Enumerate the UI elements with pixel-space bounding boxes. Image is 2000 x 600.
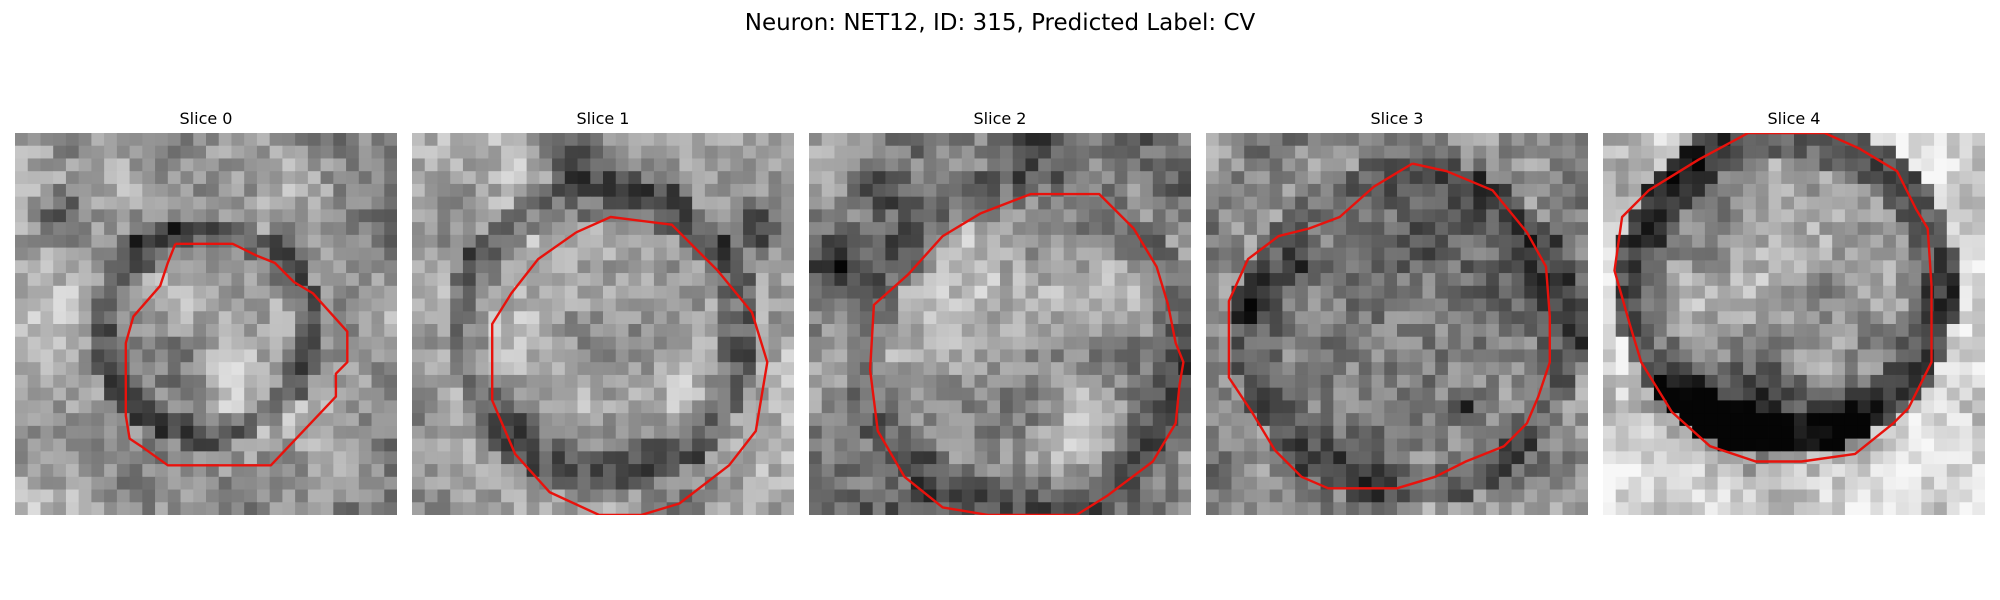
slice-image bbox=[1206, 133, 1588, 515]
segmentation-contour bbox=[490, 215, 769, 515]
slice-title: Slice 0 bbox=[179, 109, 233, 128]
slice-title: Slice 2 bbox=[973, 109, 1027, 128]
slice-title: Slice 1 bbox=[576, 109, 630, 128]
segmentation-contour bbox=[1613, 133, 1933, 463]
slice-title: Slice 3 bbox=[1370, 109, 1424, 128]
pixel-grid bbox=[809, 133, 1191, 515]
segmentation-contour bbox=[868, 192, 1185, 515]
slice-image bbox=[809, 133, 1191, 515]
slice-image bbox=[1603, 133, 1985, 515]
slice-panel-3: Slice 3 bbox=[1206, 108, 1588, 515]
slice-image bbox=[412, 133, 794, 515]
segmentation-contour bbox=[124, 242, 349, 467]
slice-title: Slice 4 bbox=[1767, 109, 1821, 128]
pixel-grid bbox=[15, 133, 397, 515]
slice-panel-2: Slice 2 bbox=[809, 108, 1191, 515]
pixel-grid bbox=[1206, 133, 1588, 515]
pixel-grid bbox=[1603, 133, 1985, 515]
slice-image bbox=[15, 133, 397, 515]
pixel-grid bbox=[412, 133, 794, 515]
slice-panel-4: Slice 4 bbox=[1603, 108, 1985, 515]
slice-panel-0: Slice 0 bbox=[15, 108, 397, 515]
figure-title: Neuron: NET12, ID: 315, Predicted Label:… bbox=[744, 10, 1256, 36]
segmentation-contour bbox=[1227, 162, 1551, 490]
slice-panel-1: Slice 1 bbox=[412, 108, 794, 515]
